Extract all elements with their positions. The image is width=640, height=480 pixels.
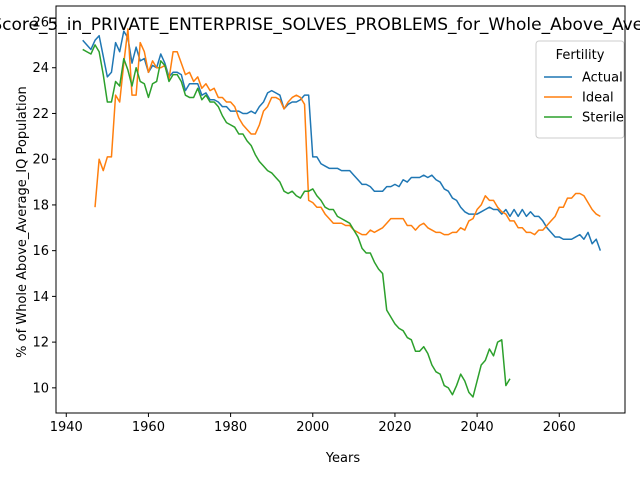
- x-tick-label: 2020: [378, 420, 411, 435]
- legend-items: Actual Ideal Sterile: [544, 71, 624, 126]
- series-line-ideal: [94, 28, 601, 236]
- y-tick-label: 20: [32, 153, 49, 168]
- x-tick-label: 2040: [461, 420, 494, 435]
- x-tick-label: 1960: [132, 420, 165, 435]
- series-lines: [82, 28, 602, 398]
- x-tick-label: 2000: [296, 420, 329, 435]
- y-tick-label: 16: [32, 244, 49, 259]
- y-tick-label: 26: [32, 16, 49, 31]
- x-axis-ticks: 1940 1960 1980 2000 2020 2040 2060: [50, 413, 576, 435]
- chart-title: Score_5_in_PRIVATE_ENTERPRISE_SOLVES_PRO…: [0, 15, 640, 35]
- y-tick-label: 24: [32, 61, 49, 76]
- y-tick-label: 22: [32, 107, 49, 122]
- legend-box: [535, 40, 625, 139]
- y-tick-label: 18: [32, 198, 49, 213]
- legend-label-actual: Actual: [582, 71, 623, 86]
- x-tick-label: 1940: [50, 420, 83, 435]
- y-tick-label: 12: [32, 336, 49, 351]
- y-tick-label: 14: [32, 290, 49, 305]
- y-axis-label: % of Whole Above_Average_IQ Population: [15, 86, 30, 358]
- x-tick-label: 2060: [543, 420, 576, 435]
- series-line-sterile: [82, 44, 511, 398]
- legend-label-ideal: Ideal: [582, 91, 614, 106]
- x-tick-label: 1980: [214, 420, 247, 435]
- axes-frame: [55, 5, 626, 414]
- legend-title: Fertility: [556, 48, 605, 63]
- y-tick-label: 10: [32, 381, 49, 396]
- y-axis-ticks: 10 12 14 16 18 20 22 24 26: [32, 16, 56, 396]
- legend-label-sterile: Sterile: [582, 111, 624, 126]
- legend: Fertility Actual Ideal Sterile: [535, 40, 625, 139]
- x-axis-label: Years: [325, 451, 361, 466]
